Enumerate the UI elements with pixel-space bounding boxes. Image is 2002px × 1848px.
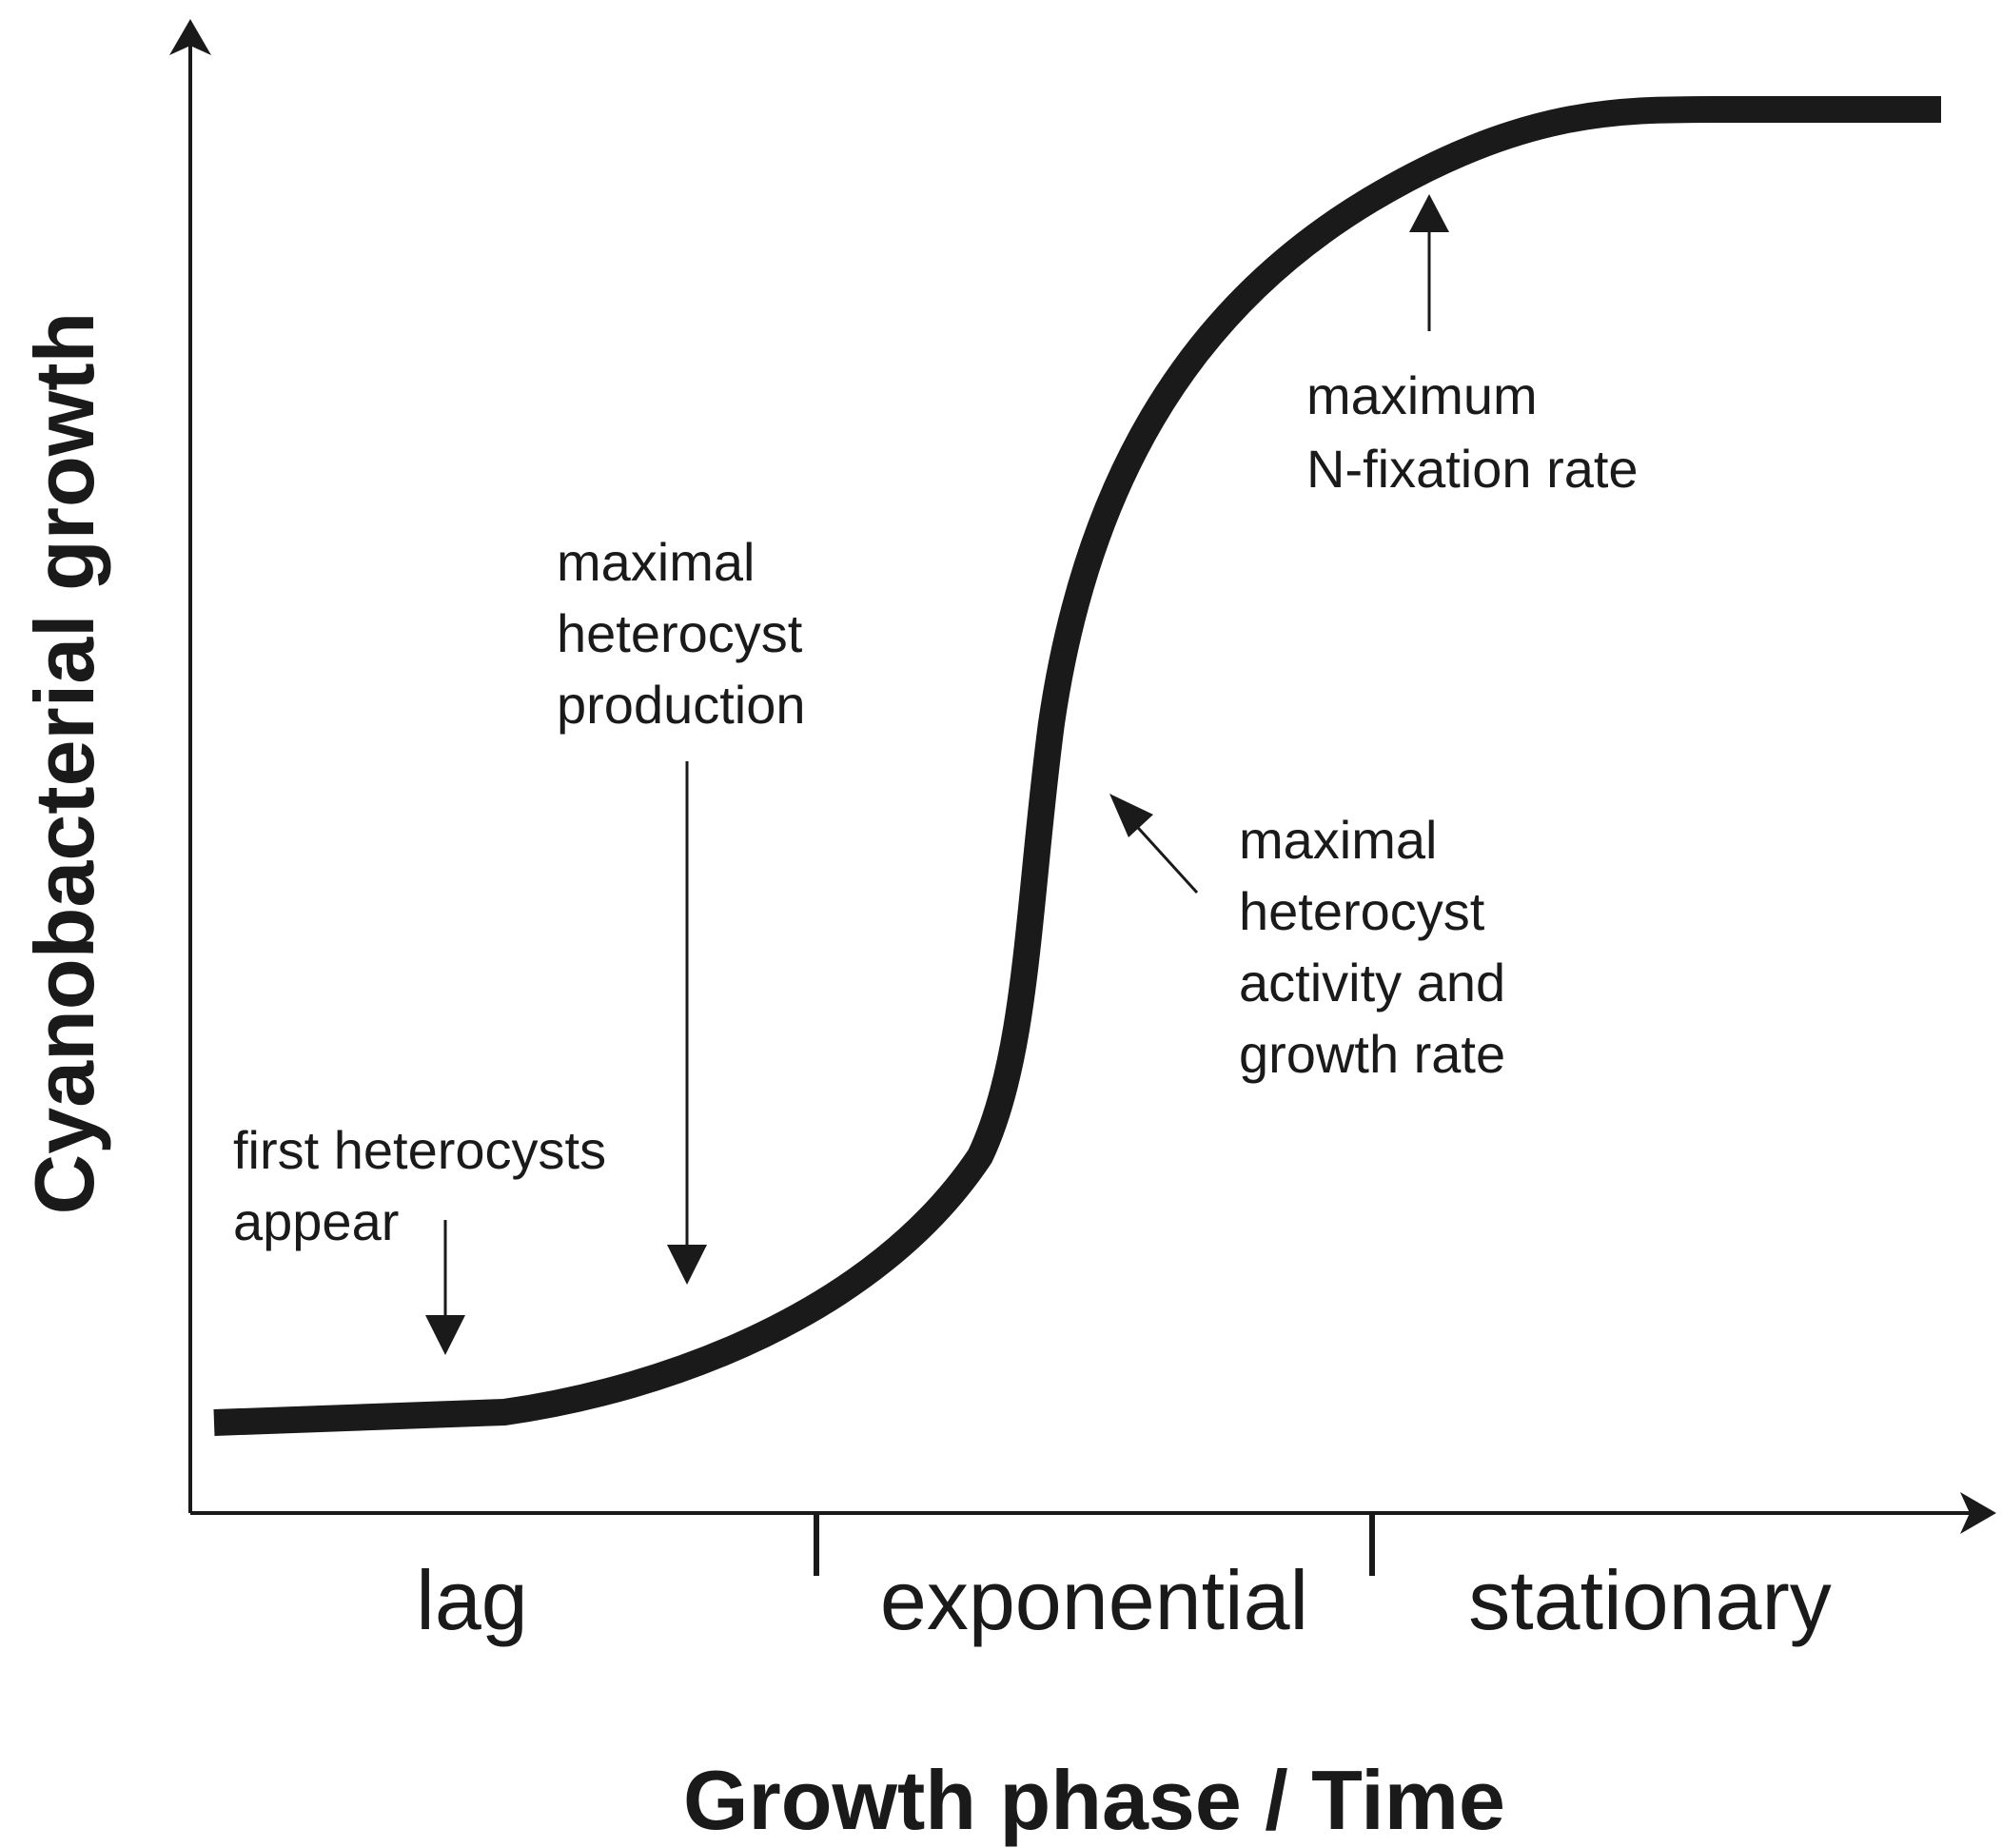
phase-label-stationary: stationary bbox=[1468, 1553, 1832, 1647]
heterocyst-production-arrowhead-icon bbox=[667, 1245, 707, 1285]
annotation-heterocyst-activity: maximal heterocyst activity and growth r… bbox=[1239, 810, 1521, 1084]
annotation-heterocyst-production: maximal heterocyst production bbox=[557, 532, 817, 735]
x-axis-arrow-icon bbox=[1960, 1492, 1996, 1534]
growth-curve bbox=[213, 96, 1941, 1436]
first-heterocysts-arrowhead-icon bbox=[425, 1315, 465, 1355]
n-fixation-arrowhead-icon bbox=[1409, 194, 1449, 232]
x-axis-title: Growth phase / Time bbox=[683, 1753, 1505, 1847]
heterocyst-activity-arrowhead-icon bbox=[1109, 794, 1153, 837]
y-axis-arrow-icon bbox=[169, 19, 211, 55]
phase-label-exponential: exponential bbox=[880, 1553, 1308, 1647]
y-axis-title: Cyanobacterial growth bbox=[17, 312, 111, 1215]
x-axis bbox=[190, 1492, 1996, 1534]
annotation-n-fixation: maximum N-fixation rate bbox=[1306, 365, 1639, 499]
phase-label-lag: lag bbox=[416, 1553, 527, 1647]
annotation-first-heterocysts: first heterocysts appear bbox=[233, 1120, 621, 1251]
y-axis bbox=[169, 19, 211, 1513]
